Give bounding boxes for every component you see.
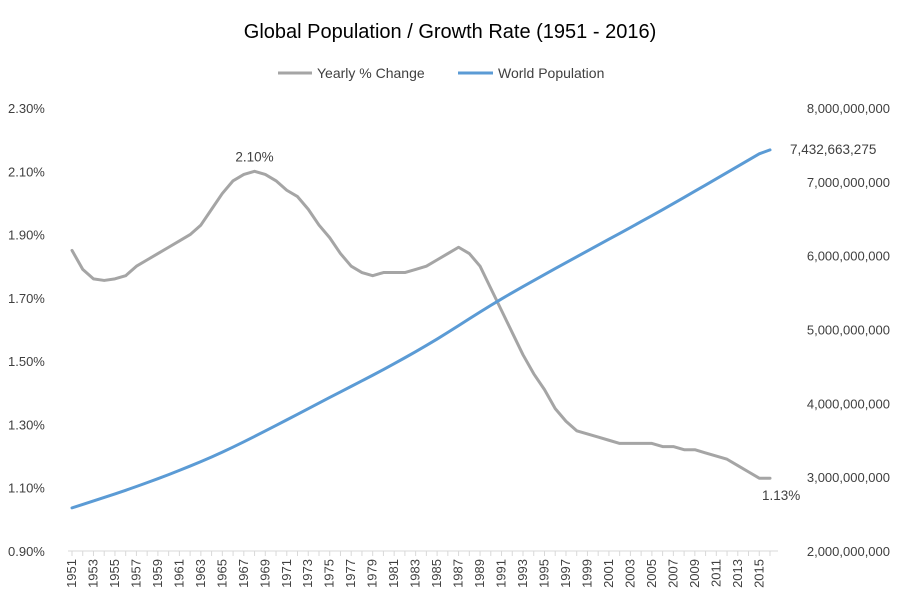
x-axis-tick-label: 1983 (408, 559, 423, 588)
right-axis-tick-label: 5,000,000,000 (807, 323, 890, 338)
x-axis-tick-label: 1991 (494, 559, 509, 588)
right-y-axis: 2,000,000,000 3,000,000,000 4,000,000,000 5… (807, 101, 890, 559)
x-axis-tick-label: 1955 (107, 559, 122, 588)
series-layer (70, 148, 772, 510)
chart-title: Global Population / Growth Rate (1951 - … (244, 21, 656, 43)
x-axis-tick-label: 2009 (687, 559, 702, 588)
x-axis-tick-label: 2003 (622, 559, 637, 588)
x-axis-tick-label: 1973 (300, 559, 315, 588)
left-axis-tick-label: 1.30% (8, 417, 45, 432)
x-axis-tick-label: 1963 (193, 559, 208, 588)
x-axis-tick-label: 1999 (579, 559, 594, 588)
data-label: 2.10% (235, 149, 273, 164)
x-axis-tick-label: 1979 (365, 559, 380, 588)
data-label: 7,432,663,275 (790, 142, 876, 157)
legend-label-world-population: World Population (498, 65, 604, 81)
x-axis-tick-label: 2001 (601, 559, 616, 588)
legend: Yearly % Change World Population (278, 65, 604, 81)
annotation-layer: 2.10% 1.13% 7,432,663,275 (235, 142, 876, 503)
x-axis-tick-label: 1961 (171, 559, 186, 588)
x-axis-tick-label: 2005 (644, 559, 659, 588)
right-axis-tick-label: 3,000,000,000 (807, 470, 890, 485)
right-axis-tick-label: 4,000,000,000 (807, 396, 890, 411)
legend-label-yearly-change: Yearly % Change (317, 65, 425, 81)
x-axis-tick-label: 1975 (322, 559, 337, 588)
x-axis-tick-label: 1959 (150, 559, 165, 588)
x-axis-tick-label: 1997 (558, 559, 573, 588)
x-axis-tick-label: 1957 (128, 559, 143, 588)
x-axis-tick-label: 2013 (730, 559, 745, 588)
x-axis-tick-label: 1953 (85, 559, 100, 588)
right-axis-tick-label: 7,000,000,000 (807, 175, 890, 190)
x-axis-tick-label: 2007 (665, 559, 680, 588)
x-axis-tick-label: 2011 (708, 559, 723, 587)
left-axis-tick-label: 1.50% (8, 354, 45, 369)
data-label: 1.13% (762, 488, 800, 503)
x-axis: 1951 1953 1955 1957 1959 1961 1963 1965 1967 1969… (64, 550, 778, 588)
x-axis-tick-label: 1993 (515, 559, 530, 588)
left-axis-tick-label: 1.10% (8, 481, 45, 496)
x-axis-tick-label: 1977 (343, 559, 358, 588)
left-y-axis: 0.90% 1.10% 1.30% 1.50% 1.70% 1.90% 2.10% 2.30% (8, 101, 45, 559)
x-axis-tick-label: 1971 (279, 559, 294, 588)
left-axis-tick-label: 1.70% (8, 291, 45, 306)
x-axis-tick-label: 1985 (429, 559, 444, 588)
right-axis-tick-label: 8,000,000,000 (807, 101, 890, 116)
x-axis-tick-label: 2015 (751, 559, 766, 588)
left-axis-tick-label: 1.90% (8, 228, 45, 243)
right-axis-tick-label: 2,000,000,000 (807, 544, 890, 559)
x-axis-tick-label: 1951 (64, 559, 79, 588)
x-axis-tick-label: 1981 (386, 559, 401, 588)
x-axis-tick-label: 1995 (536, 559, 551, 588)
series-line-world-population (70, 148, 772, 510)
x-axis-tick-label: 1965 (214, 559, 229, 588)
series-line-yearly-change (70, 169, 772, 480)
left-axis-tick-label: 2.30% (8, 101, 45, 116)
left-axis-tick-label: 0.90% (8, 544, 45, 559)
left-axis-tick-label: 2.10% (8, 164, 45, 179)
x-axis-tick-label: 1967 (236, 559, 251, 588)
x-axis-tick-label: 1989 (472, 559, 487, 588)
x-axis-tick-label: 1987 (451, 559, 466, 588)
right-axis-tick-label: 6,000,000,000 (807, 249, 890, 264)
x-axis-tick-label: 1969 (257, 559, 272, 588)
